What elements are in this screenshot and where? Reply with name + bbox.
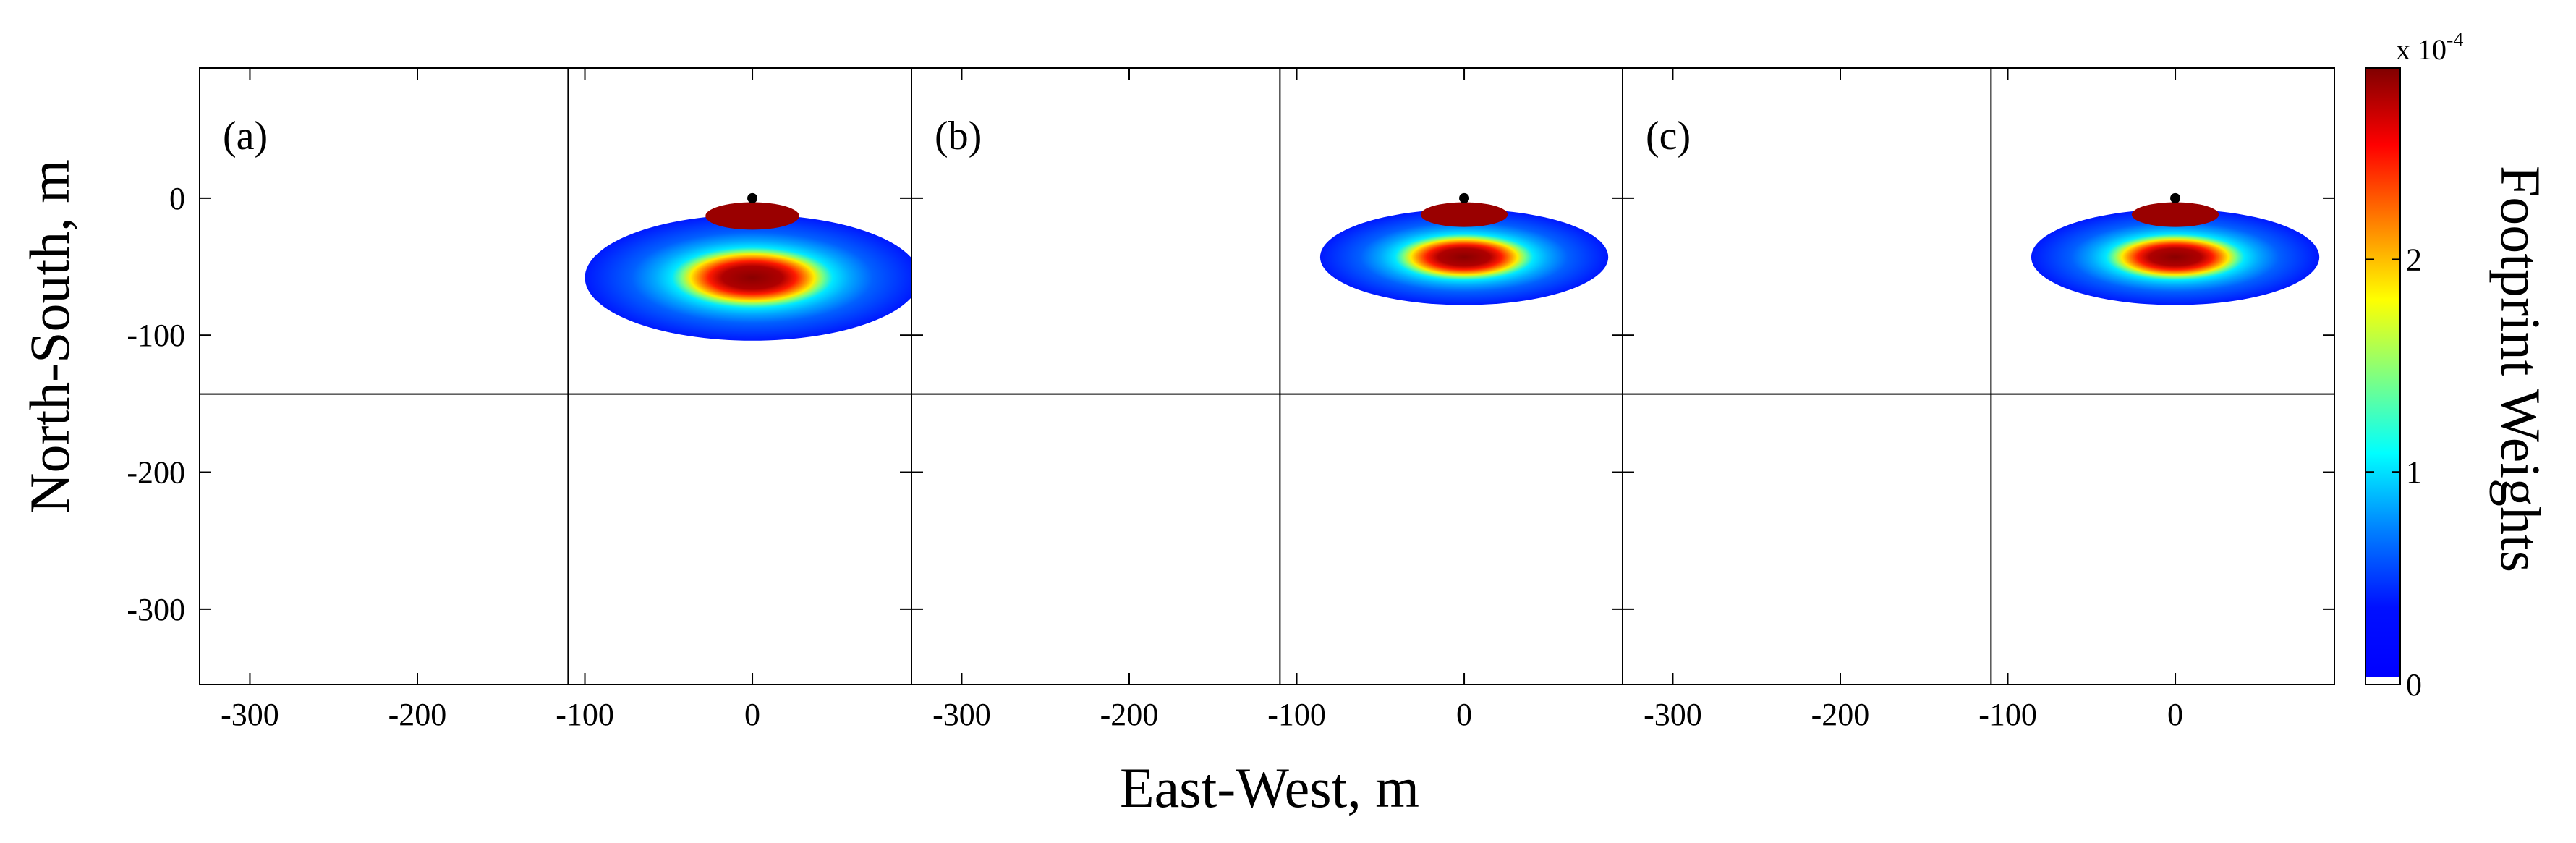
footprint-contour <box>585 214 920 341</box>
x-axis-title: East-West, m <box>1120 756 1419 819</box>
plot-area <box>200 68 911 685</box>
footprint-peak <box>1420 202 1508 227</box>
panel-frame <box>1622 67 2335 685</box>
x-tick-label: 0 <box>1456 697 1472 732</box>
colorbar-zero-band <box>2365 677 2400 685</box>
footprint-peak <box>705 202 799 230</box>
colorbar: 0 1 2 x 10-4 Footprint Weights <box>2365 29 2552 703</box>
y-tick-label: -200 <box>127 455 185 491</box>
x-tick-label: -200 <box>1100 697 1159 732</box>
x-tick-label: -100 <box>1978 697 2037 732</box>
x-tick-label: 0 <box>744 697 760 732</box>
x-tick-label: -300 <box>221 697 279 732</box>
tower-marker <box>747 192 758 203</box>
panel-label: (a) <box>223 114 268 158</box>
colorbar-tick-label: 0 <box>2406 667 2422 703</box>
y-axis-title: North-South, m <box>18 159 81 514</box>
footprint-contour <box>2031 209 2320 305</box>
panel-label: (b) <box>935 114 982 158</box>
panel-2: -300 -200 -100 0 (b) <box>911 67 1624 732</box>
x-tick-label: -200 <box>1811 697 1870 732</box>
colorbar-multiplier: x 10-4 <box>2396 29 2463 66</box>
tower-marker <box>1459 192 1470 203</box>
y-tick-label: 0 <box>169 181 185 216</box>
tower-marker <box>2170 192 2181 203</box>
footprint-contour <box>1319 209 1609 305</box>
x-tick-label: -200 <box>388 697 447 732</box>
panel-1: -300 -200 -100 0 0 -100 -200 -300 (a) <box>127 67 920 732</box>
x-tick-label: 0 <box>2167 697 2183 732</box>
plot-area <box>911 68 1623 685</box>
colorbar-tick-label: 1 <box>2406 454 2422 490</box>
panel-3: -300 -200 -100 0 (c) <box>1622 67 2335 732</box>
x-tick-label: -100 <box>556 697 614 732</box>
plot-area <box>1623 68 2334 685</box>
panel-label: (c) <box>1646 114 1691 158</box>
x-tick-label: -100 <box>1267 697 1326 732</box>
footprint-peak <box>2131 202 2219 227</box>
colorbar-tick-label: 2 <box>2406 242 2422 277</box>
colorbar-title: Footprint Weights <box>2489 166 2552 572</box>
colorbar-gradient <box>2365 68 2400 685</box>
x-tick-label: -300 <box>1644 697 1702 732</box>
colorbar-frame <box>2365 67 2401 685</box>
x-tick-label: -300 <box>932 697 991 732</box>
y-tick-label: -100 <box>127 318 185 353</box>
y-tick-label: -300 <box>127 592 185 627</box>
panels: -300 -200 -100 0 0 -100 -200 -300 (a) -300 -200 -10… <box>127 67 2335 732</box>
